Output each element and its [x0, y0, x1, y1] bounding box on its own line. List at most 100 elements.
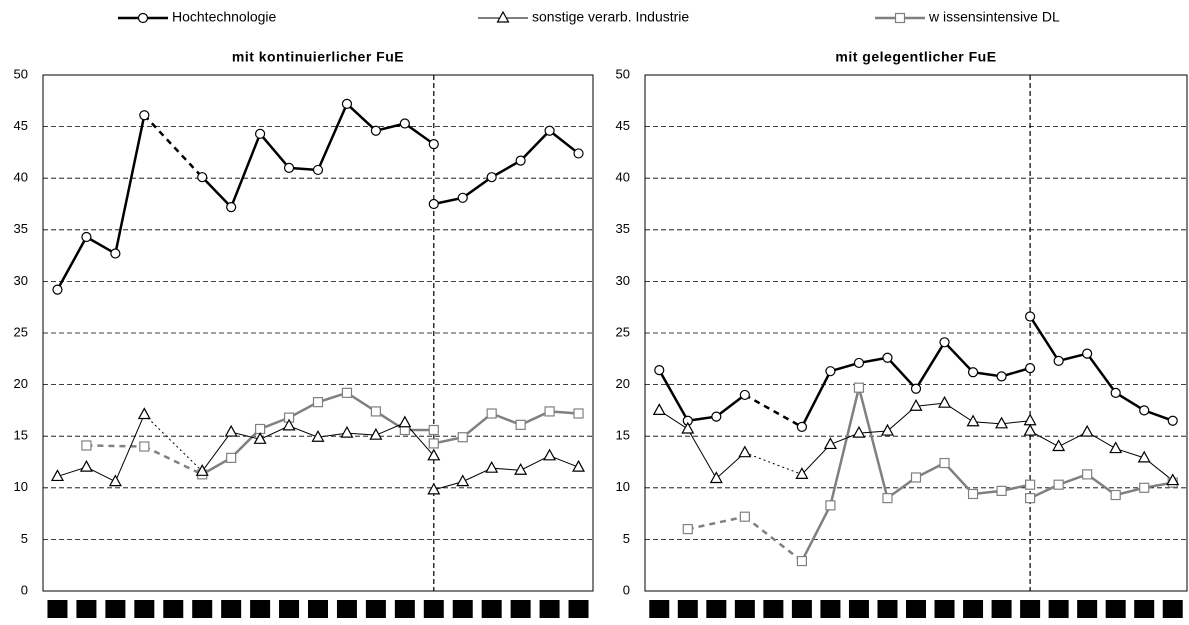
marker	[137, 407, 151, 420]
marker	[139, 441, 150, 452]
marker	[880, 423, 894, 436]
marker	[852, 425, 866, 438]
marker	[1053, 479, 1064, 490]
chart-title: mit gelegentlicher FuE	[835, 49, 996, 65]
marker	[486, 172, 497, 183]
redacted-label	[963, 600, 984, 618]
marker	[739, 389, 750, 401]
marker	[427, 448, 441, 461]
marker	[137, 12, 149, 24]
marker	[654, 365, 665, 376]
redacted-label	[706, 600, 727, 618]
redacted-label	[221, 600, 242, 618]
marker	[1053, 355, 1064, 366]
redacted-label	[394, 600, 415, 618]
marker	[967, 488, 979, 500]
redacted-label	[568, 600, 589, 618]
marker	[939, 457, 950, 469]
marker	[1025, 362, 1036, 374]
marker	[1109, 441, 1123, 454]
marker	[50, 469, 64, 482]
marker	[1166, 473, 1180, 486]
marker	[370, 125, 381, 136]
legend-label: sonstige verarb. Industrie	[532, 9, 689, 25]
marker	[485, 460, 499, 473]
marker	[369, 427, 383, 440]
redacted-label	[105, 600, 126, 618]
series-line	[433, 129, 580, 206]
marker	[544, 406, 555, 417]
series-line	[433, 410, 579, 445]
redacted-label	[991, 600, 1012, 618]
marker	[456, 474, 470, 487]
marker	[341, 387, 353, 398]
gap-connector	[744, 393, 803, 429]
marker	[573, 408, 584, 419]
y-tick-label: 45	[616, 118, 630, 133]
y-tick-label: 45	[14, 118, 28, 133]
marker	[682, 523, 693, 535]
marker	[312, 397, 324, 408]
marker	[894, 12, 906, 24]
marker	[796, 555, 807, 567]
marker	[427, 482, 441, 495]
redacted-label	[1048, 600, 1069, 618]
marker	[340, 425, 354, 438]
gap-connector	[143, 114, 204, 179]
marker	[995, 416, 1009, 429]
series-line	[658, 409, 746, 480]
marker	[253, 432, 267, 444]
marker	[457, 192, 468, 203]
series-line	[56, 114, 146, 291]
marker	[1080, 424, 1094, 437]
marker	[428, 198, 439, 210]
gap-connector	[143, 445, 203, 476]
redacted-label	[250, 600, 271, 618]
redacted-label	[934, 600, 955, 618]
redacted-label	[192, 600, 213, 618]
y-tick-label: 0	[623, 582, 630, 597]
marker	[1139, 405, 1150, 416]
redacted-label	[47, 600, 68, 618]
marker	[681, 421, 695, 434]
marker	[1137, 450, 1151, 463]
redacted-label	[763, 600, 784, 618]
marker	[939, 337, 950, 348]
plot-frame	[644, 74, 1188, 592]
redacted-label	[1077, 600, 1098, 618]
marker	[543, 448, 557, 461]
redacted-label	[848, 600, 869, 618]
marker	[739, 511, 750, 522]
marker	[795, 467, 809, 479]
y-tick-label: 15	[14, 428, 28, 443]
marker	[399, 118, 410, 129]
marker	[428, 139, 439, 150]
legend-label: w issensintensive DL	[928, 9, 1060, 25]
y-tick-label: 50	[14, 66, 28, 81]
redacted-label	[481, 600, 502, 618]
marker	[81, 231, 92, 243]
plot-frame	[42, 74, 594, 592]
marker	[515, 155, 526, 166]
y-tick-label: 5	[21, 531, 28, 546]
marker	[966, 414, 980, 427]
y-tick-label: 25	[616, 324, 630, 339]
marker	[486, 408, 497, 419]
redacted-label	[1020, 600, 1041, 618]
marker	[882, 352, 893, 363]
y-tick-label: 0	[21, 582, 28, 597]
marker	[139, 110, 150, 121]
marker	[1023, 413, 1037, 426]
marker	[910, 472, 922, 483]
marker	[882, 493, 893, 504]
marker	[428, 438, 439, 449]
redacted-label	[677, 600, 698, 618]
marker	[853, 382, 865, 393]
marker	[996, 371, 1007, 382]
marker	[226, 452, 237, 463]
redacted-label	[649, 600, 670, 618]
marker	[1082, 348, 1093, 359]
y-tick-label: 20	[616, 376, 630, 391]
redacted-label	[423, 600, 444, 618]
y-tick-label: 35	[616, 221, 630, 236]
